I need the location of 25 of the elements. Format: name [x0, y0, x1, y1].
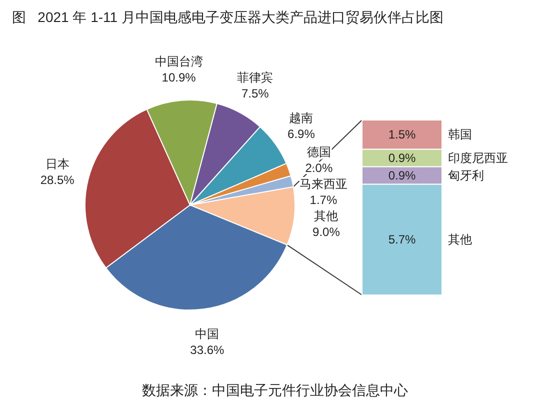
series-label: 韩国 [448, 128, 472, 142]
source-note: 数据来源：中国电子元件行业协会信息中心 [142, 382, 408, 398]
slice-label: 日本 [45, 156, 70, 171]
data-label: 0.9% [388, 168, 416, 182]
data-label: 33.6% [190, 342, 225, 357]
data-label: 9.0% [312, 224, 340, 239]
slice-label: 其他 [314, 208, 338, 223]
slice-label: 德国 [306, 144, 331, 159]
series-label: 匈牙利 [448, 168, 484, 182]
slice-label: 菲律宾 [237, 70, 274, 84]
data-label: 6.9% [288, 127, 316, 142]
series-label: 其他 [448, 232, 472, 247]
slice-label: 中国 [195, 326, 220, 341]
data-label: 5.7% [388, 232, 416, 247]
chart-title: 图 2021 年 1-11 月中国电感电子变压器大类产品进口贸易伙伴占比图 [12, 9, 444, 25]
data-label: 10.9% [162, 70, 196, 84]
data-label: 0.9% [388, 150, 416, 165]
series-label: 印度尼西亚 [448, 150, 508, 165]
slice-label: 越南 [289, 111, 314, 126]
data-label: 28.5% [40, 172, 75, 187]
slice-label: 中国台湾 [154, 54, 203, 68]
data-label: 1.5% [388, 128, 416, 142]
data-label: 7.5% [241, 86, 270, 100]
data-label: 1.7% [310, 192, 338, 207]
slice-label: 马来西亚 [299, 176, 348, 191]
